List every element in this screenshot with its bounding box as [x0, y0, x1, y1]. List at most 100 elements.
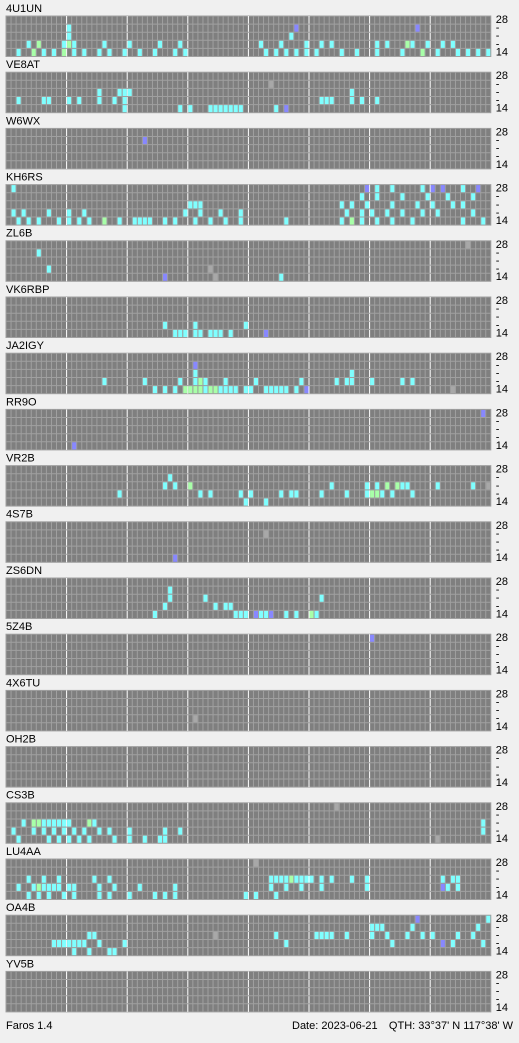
beacon-hit — [127, 891, 132, 899]
beacon-hit — [168, 474, 173, 482]
beacon-hit — [57, 883, 62, 891]
beacon-hit — [183, 329, 188, 337]
beacon-hit — [274, 105, 279, 113]
beacon-hit — [370, 490, 375, 498]
beacon-hit — [349, 88, 354, 96]
app-version: Faros 1.4 — [6, 1020, 52, 1032]
beacon-hit — [294, 490, 299, 498]
beacon-hit — [385, 931, 390, 939]
station-name: 4U1UN — [6, 3, 42, 15]
beacon-hit — [405, 482, 410, 490]
beacon-hit — [269, 875, 274, 883]
beacon-hit — [213, 386, 218, 394]
beacon-hit — [264, 386, 269, 394]
beacon-hit — [274, 386, 279, 394]
beacon-hit — [41, 48, 46, 56]
beacon-hit — [163, 602, 168, 610]
beacon-hit — [319, 931, 324, 939]
band-label: - — [496, 375, 500, 387]
beacon-hit — [92, 819, 97, 827]
beacon-hit — [284, 105, 289, 113]
beacon-hit — [375, 923, 380, 931]
band-label: - — [496, 977, 500, 989]
beacon-hit — [385, 482, 390, 490]
beacon-hit — [274, 875, 279, 883]
beacon-hit — [36, 40, 41, 48]
beacon-hit — [314, 931, 319, 939]
band-label: - — [496, 38, 500, 50]
beacon-hit — [193, 321, 198, 329]
beacon-hit — [304, 40, 309, 48]
beacon-hit — [57, 835, 62, 843]
beacon-hit — [173, 386, 178, 394]
band-label: - — [496, 600, 500, 612]
beacon-hit — [36, 249, 41, 257]
beacon-hit — [455, 48, 460, 56]
beacon-hit — [92, 875, 97, 883]
beacon-hit — [329, 931, 334, 939]
beacon-hit — [158, 40, 163, 48]
beacon-hit — [481, 409, 486, 417]
beacon-hit — [72, 948, 77, 956]
beacon-hit — [450, 201, 455, 209]
band-label: - — [496, 263, 500, 275]
beacon-hit — [67, 32, 72, 40]
beacon-hit — [107, 891, 112, 899]
beacon-hit — [349, 369, 354, 377]
beacon-hit — [198, 378, 203, 386]
beacon-hit — [218, 329, 223, 337]
beacon-hit — [51, 48, 56, 56]
beacon-hit — [173, 48, 178, 56]
beacon-hit — [213, 931, 218, 939]
band-label: - — [496, 488, 500, 500]
beacon-hit — [173, 883, 178, 891]
beacon-hit — [142, 835, 147, 843]
beacon-hit — [36, 217, 41, 225]
beacon-hit — [284, 883, 289, 891]
beacon-hit — [163, 827, 168, 835]
band-label: 28 — [496, 14, 508, 26]
beacon-hit — [476, 48, 481, 56]
beacon-hit — [486, 48, 491, 56]
band-label: 28 — [496, 688, 508, 700]
station-name: 4X6TU — [6, 677, 40, 689]
beacon-hit — [46, 209, 51, 217]
beacon-hit — [233, 610, 238, 618]
beacon-hit — [203, 378, 208, 386]
beacon-hit — [102, 378, 107, 386]
beacon-hit — [370, 634, 375, 642]
beacon-hit — [329, 97, 334, 105]
beacon-hit — [57, 819, 62, 827]
beacon-hit — [173, 891, 178, 899]
beacon-hit — [46, 883, 51, 891]
beacon-hit — [344, 490, 349, 498]
band-label: 14 — [496, 384, 508, 396]
beacon-hit — [213, 602, 218, 610]
beacon-hit — [390, 217, 395, 225]
beacon-hit — [163, 386, 168, 394]
beacon-hit — [264, 610, 269, 618]
beacon-hit — [198, 490, 203, 498]
beacon-hit — [390, 201, 395, 209]
band-label: - — [496, 472, 500, 484]
beacon-hit — [309, 610, 314, 618]
beacon-hit — [365, 482, 370, 490]
beacon-hit — [471, 209, 476, 217]
beacon-hit — [274, 931, 279, 939]
beacon-hit — [87, 835, 92, 843]
beacon-hit — [238, 217, 243, 225]
beacon-hit — [319, 883, 324, 891]
beacon-hit — [309, 875, 314, 883]
band-label: 14 — [496, 440, 508, 452]
beacon-hit — [228, 386, 233, 394]
beacon-hit — [142, 217, 147, 225]
beacon-hit — [122, 88, 127, 96]
beacon-hit — [461, 217, 466, 225]
beacon-hit — [455, 883, 460, 891]
beacon-hit — [26, 217, 31, 225]
beacon-hit — [132, 217, 137, 225]
